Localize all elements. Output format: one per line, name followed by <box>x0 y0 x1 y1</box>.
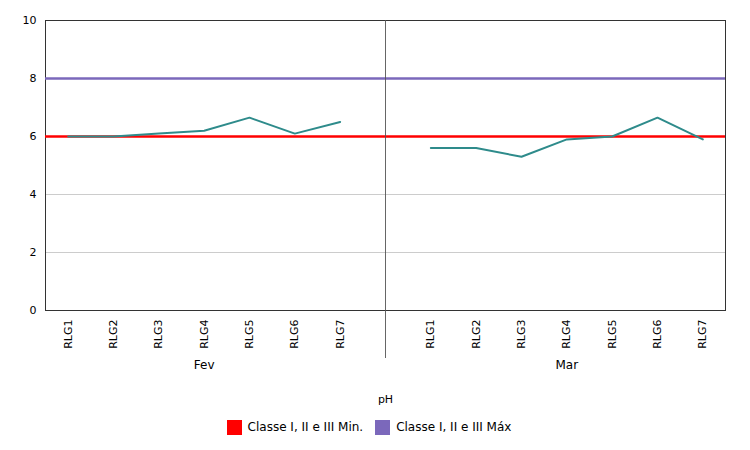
svg-text:Mar: Mar <box>556 358 579 372</box>
svg-text:RLG7: RLG7 <box>334 320 347 349</box>
svg-text:8: 8 <box>30 72 37 85</box>
svg-text:RLG2: RLG2 <box>470 320 483 349</box>
html-text:Classe I, II e III Min.: Classe I, II e III Min. <box>247 420 364 434</box>
svg-text:RLG4: RLG4 <box>560 320 573 349</box>
svg-text:RLG1: RLG1 <box>62 320 75 349</box>
html-text:Classe I, II e III Máx: Classe I, II e III Máx <box>396 420 512 434</box>
svg-text:RLG4: RLG4 <box>198 320 211 349</box>
svg-text:RLG6: RLG6 <box>288 320 301 349</box>
svg-text:RLG3: RLG3 <box>152 320 165 349</box>
svg-text:pH: pH <box>378 393 393 406</box>
svg-text:RLG5: RLG5 <box>606 320 619 349</box>
svg-text:RLG1: RLG1 <box>424 320 437 349</box>
svg-text:Fev: Fev <box>194 358 215 372</box>
svg-text:RLG7: RLG7 <box>696 320 709 349</box>
svg-text:0: 0 <box>30 304 37 317</box>
svg-text:RLG2: RLG2 <box>107 320 120 349</box>
svg-text:RLG3: RLG3 <box>515 320 528 349</box>
svg-text:RLG5: RLG5 <box>243 320 256 349</box>
svg-text:10: 10 <box>23 14 37 27</box>
svg-text:2: 2 <box>30 246 37 259</box>
svg-text:RLG6: RLG6 <box>651 320 664 349</box>
svg-text:4: 4 <box>30 188 37 201</box>
svg-text:6: 6 <box>30 130 37 143</box>
